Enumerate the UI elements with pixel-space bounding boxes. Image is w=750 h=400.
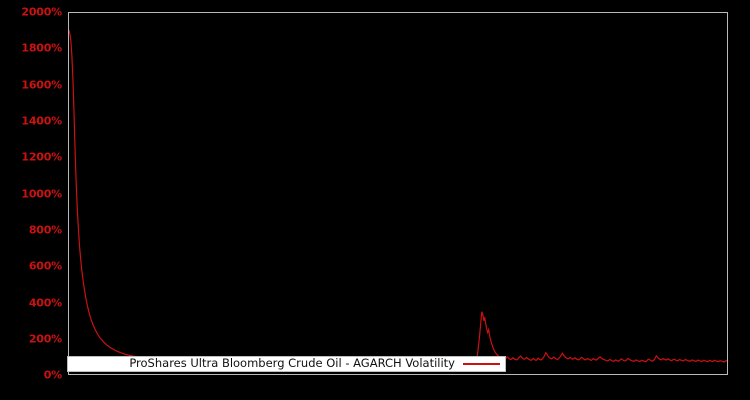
y-tick-label: 1600%: [21, 78, 62, 92]
y-tick-label: 1200%: [21, 150, 62, 164]
y-tick-label: 800%: [28, 223, 62, 237]
y-tick-label: 1800%: [21, 41, 62, 55]
chart-legend: ProShares Ultra Bloomberg Crude Oil - AG…: [67, 356, 506, 372]
y-tick-label: 200%: [28, 332, 62, 346]
legend-label: ProShares Ultra Bloomberg Crude Oil - AG…: [129, 356, 455, 371]
y-axis: 2000% 1800% 1600% 1400% 1200% 1000% 800% 600% 40…: [0, 0, 62, 400]
y-tick-label: 600%: [28, 259, 62, 273]
series-plot: [69, 13, 727, 374]
plot-area: [68, 12, 728, 375]
y-tick-label: 0%: [43, 368, 62, 382]
y-tick-label: 1000%: [21, 187, 62, 201]
legend-line-swatch: [463, 363, 500, 365]
y-tick-label: 400%: [28, 296, 62, 310]
volatility-line: [69, 30, 727, 364]
y-tick-label: 1400%: [21, 114, 62, 128]
y-tick-label: 2000%: [21, 5, 62, 19]
